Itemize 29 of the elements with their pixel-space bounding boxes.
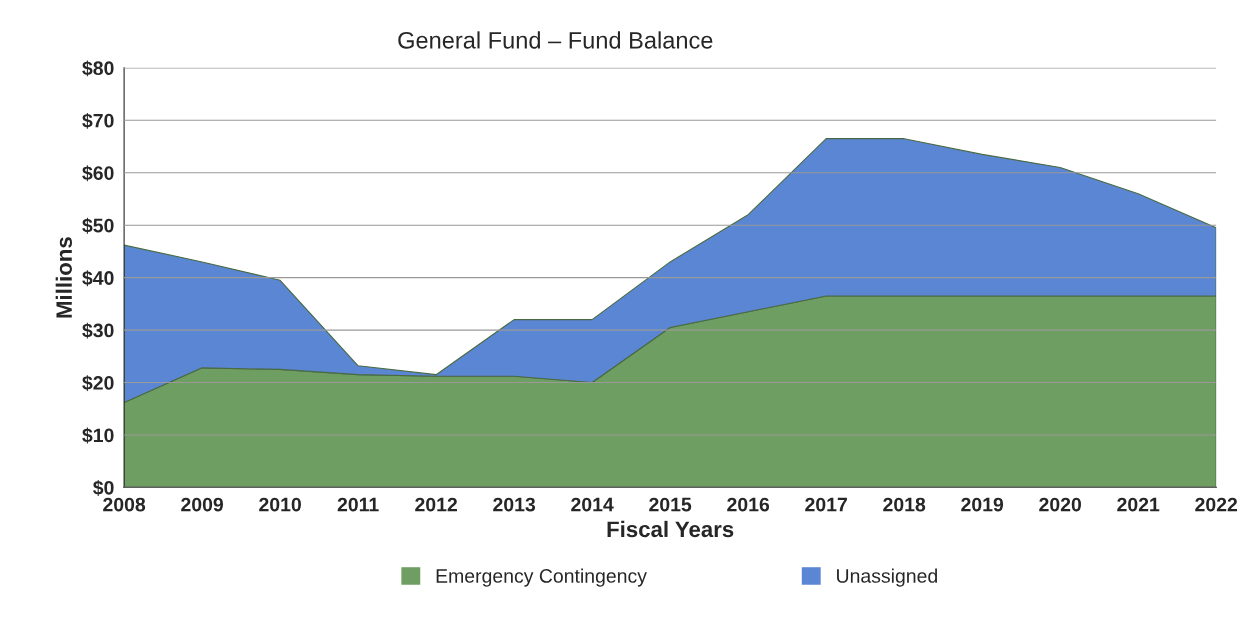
- x-tick-label: 2012: [415, 497, 457, 512]
- x-axis-title: Fiscal Years: [607, 520, 734, 538]
- y-tick-label: $40: [82, 270, 114, 287]
- y-tick-label: $50: [82, 217, 114, 234]
- x-tick-label: 2015: [649, 497, 692, 512]
- x-tick-label: 2017: [805, 497, 847, 512]
- x-tick-label: 2008: [103, 497, 146, 512]
- chart-title: General Fund – Fund Balance: [398, 31, 713, 49]
- legend-label: Unassigned: [837, 568, 937, 587]
- y-tick-label: $30: [82, 322, 114, 339]
- x-tick-label: 2022: [1195, 497, 1238, 512]
- y-tick-label: $60: [82, 165, 114, 182]
- x-tick-label: 2020: [1039, 497, 1081, 512]
- x-tick-label: 2021: [1117, 497, 1160, 512]
- y-tick-label: $80: [82, 60, 114, 77]
- legend-label: Emergency Contingency: [436, 568, 647, 587]
- x-tick-label: 2016: [727, 497, 770, 512]
- x-tick-label: 2010: [259, 497, 301, 512]
- x-tick-label: 2009: [181, 497, 224, 512]
- x-tick-label: 2019: [961, 497, 1004, 512]
- y-tick-label: $10: [82, 427, 114, 444]
- y-tick-label: $20: [82, 375, 114, 392]
- y-axis-title: Millions: [55, 237, 72, 318]
- y-tick-label: $0: [93, 480, 114, 496]
- x-tick-label: 2018: [883, 497, 926, 512]
- y-tick-label: $70: [82, 112, 114, 129]
- x-tick-label: 2011: [337, 497, 379, 512]
- x-tick-label: 2013: [493, 497, 536, 512]
- x-tick-label: 2014: [571, 497, 614, 512]
